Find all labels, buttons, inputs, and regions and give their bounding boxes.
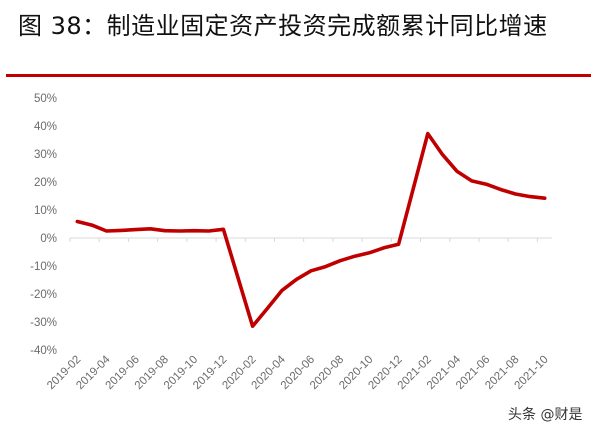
y-tick-label: 40% [34, 121, 57, 133]
title-divider [6, 74, 591, 77]
x-axis [69, 237, 552, 242]
y-tick-label: 20% [34, 177, 57, 189]
y-tick-label: 0% [40, 233, 57, 245]
y-axis-labels: 50% 40% 30% 20% 10% 0% -10% -20% -30% -40% [30, 93, 57, 357]
y-tick-label: 10% [34, 205, 57, 217]
y-tick-label: -20% [30, 289, 57, 301]
x-axis-labels: 2019-022019-042019-062019-082019-102019-… [45, 353, 551, 392]
y-tick-label: 50% [34, 93, 57, 105]
y-tick-label: -30% [30, 317, 57, 329]
y-tick-label: -10% [30, 261, 57, 273]
figure-title: 图 38：制造业固定资产投资完成额累计同比增速 [18, 12, 548, 40]
watermark: 头条 @财是 [508, 407, 583, 423]
data-series-line [75, 131, 547, 329]
y-tick-label: -40% [30, 345, 57, 357]
y-tick-label: 30% [34, 149, 57, 161]
